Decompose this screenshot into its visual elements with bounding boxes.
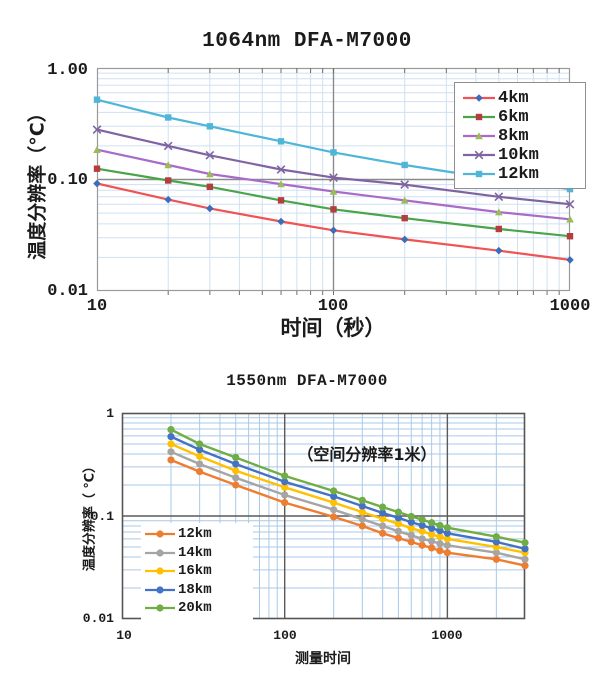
chart2-x-tick: 100 (273, 628, 297, 643)
legend-marker-icon (145, 586, 175, 594)
chart1-y-tick: 0.01 (47, 282, 88, 301)
edge-ticks (167, 68, 560, 295)
legend-item-18km: 18km (145, 582, 249, 599)
legend-item-12km: 12km (145, 526, 249, 543)
chart1-x-axis-label: 时间（秒） (280, 316, 386, 340)
series-8km (93, 145, 574, 223)
legend-marker-icon (463, 132, 495, 140)
legend-item-8km: 8km (463, 126, 581, 146)
legend-marker-icon (463, 150, 495, 160)
legend-label: 12km (498, 164, 539, 184)
series-20km (167, 425, 529, 547)
legend-label: 4km (498, 88, 529, 108)
legend-marker-icon (145, 604, 175, 612)
legend-item-10km: 10km (463, 145, 581, 165)
chart2-y-tick: 1 (106, 406, 114, 421)
legend-marker-icon (463, 170, 495, 178)
legend-label: 10km (498, 145, 539, 165)
chart2-x-axis-label: 测量时间 (295, 651, 351, 667)
chart2-legend: 12km 14km 16km 18km 20km (141, 523, 253, 620)
chart2-x-tick: 1000 (431, 628, 463, 643)
legend-marker-icon (463, 94, 495, 102)
chart2-x-tick: 10 (116, 628, 132, 643)
chart1-x-tick: 100 (317, 297, 349, 316)
series-18km (167, 433, 529, 553)
legend-item-14km: 14km (145, 545, 249, 562)
legend-label: 20km (178, 600, 212, 617)
legend-marker-icon (145, 567, 175, 575)
legend-item-4km: 4km (463, 88, 581, 108)
series-4km (93, 179, 574, 264)
chart1-y-tick: 0.10 (47, 171, 88, 190)
chart2-y-tick: 0.1 (90, 509, 114, 524)
legend-marker-icon (145, 530, 175, 538)
legend-item-12km: 12km (463, 164, 581, 184)
legend-item-6km: 6km (463, 107, 581, 127)
chart2-annotation: （空间分辨率1米） (297, 445, 437, 464)
legend-marker-icon (145, 549, 175, 557)
chart2-title: 1550nm DFA-M7000 (226, 372, 388, 390)
legend-marker-icon (463, 113, 495, 121)
series-14km (167, 448, 529, 563)
legend-label: 6km (498, 107, 529, 127)
legend-label: 18km (178, 581, 212, 598)
chart1-title: 1064nm DFA-M7000 (202, 30, 412, 53)
chart1-legend: 4km 6km 8km 10km 12km (454, 82, 586, 189)
legend-label: 8km (498, 126, 529, 146)
series-10km (92, 125, 575, 209)
legend-label: 16km (178, 563, 212, 580)
legend-item-20km: 20km (145, 600, 249, 617)
series-6km (93, 165, 574, 240)
legend-item-16km: 16km (145, 563, 249, 580)
series-12km (167, 456, 529, 570)
legend-label: 12km (178, 526, 212, 543)
legend-label: 14km (178, 544, 212, 561)
chart1-y-tick: 1.00 (47, 61, 88, 80)
series-16km (167, 440, 529, 557)
chart1-x-tick: 1000 (549, 297, 591, 316)
chart2-y-tick: 0.01 (82, 611, 114, 626)
chart1-x-tick: 10 (86, 297, 108, 316)
